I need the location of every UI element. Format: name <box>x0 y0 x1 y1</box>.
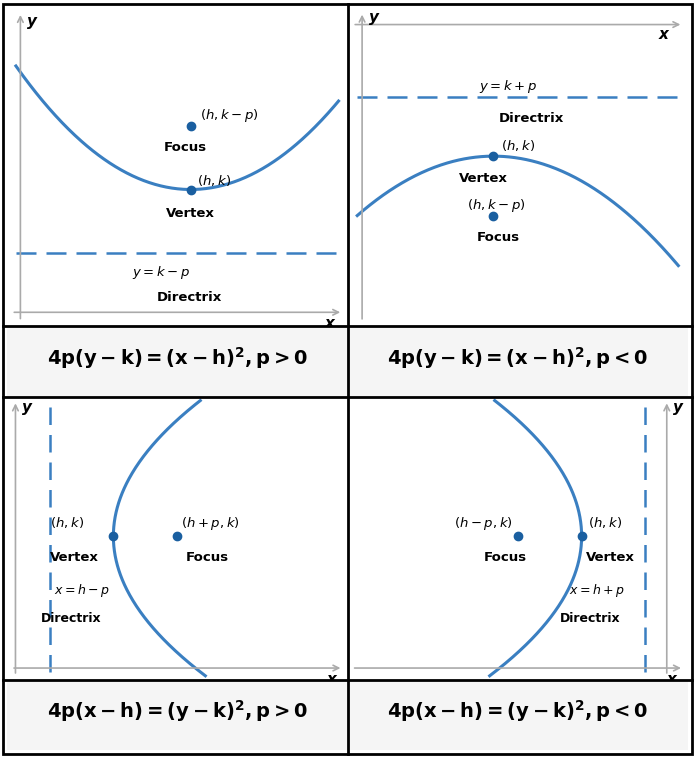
Text: $\mathbf{4p(x-h)=(y-k)^2,p>0}$: $\mathbf{4p(x-h)=(y-k)^2,p>0}$ <box>47 699 308 725</box>
Text: $(h, k)$: $(h, k)$ <box>197 173 231 188</box>
Text: x: x <box>325 316 335 331</box>
Text: Directrix: Directrix <box>157 291 222 304</box>
Text: $y = k-p$: $y = k-p$ <box>133 264 190 281</box>
Text: Vertex: Vertex <box>459 171 508 185</box>
Text: y: y <box>27 14 37 29</box>
Text: Focus: Focus <box>186 551 229 565</box>
Text: y: y <box>22 400 32 415</box>
Text: Focus: Focus <box>484 551 527 565</box>
Text: $(h, k)$: $(h, k)$ <box>588 515 622 530</box>
Text: $x = h-p$: $x = h-p$ <box>54 582 110 600</box>
Text: $(h, k-p)$: $(h, k-p)$ <box>466 197 525 215</box>
Text: Vertex: Vertex <box>49 551 99 565</box>
Text: x: x <box>659 27 669 42</box>
Text: $\mathbf{4p(y-k)=(x-h)^2,p>0}$: $\mathbf{4p(y-k)=(x-h)^2,p>0}$ <box>47 345 308 371</box>
Text: $(h, k)$: $(h, k)$ <box>500 138 534 153</box>
Text: $(h+p, k)$: $(h+p, k)$ <box>181 515 240 531</box>
Text: $y = k+p$: $y = k+p$ <box>479 78 537 96</box>
Text: Vertex: Vertex <box>586 551 635 565</box>
Text: y: y <box>370 11 379 26</box>
Text: $\mathbf{4p(y-k)=(x-h)^2,p<0}$: $\mathbf{4p(y-k)=(x-h)^2,p<0}$ <box>387 345 648 371</box>
Text: Vertex: Vertex <box>166 207 215 220</box>
Text: y: y <box>673 400 683 415</box>
Text: $(h-p, k)$: $(h-p, k)$ <box>454 515 513 531</box>
Text: Directrix: Directrix <box>41 612 101 625</box>
Text: $(h, k-p)$: $(h, k-p)$ <box>199 107 259 124</box>
Text: Directrix: Directrix <box>560 612 621 625</box>
Text: $(h, k)$: $(h, k)$ <box>49 515 83 530</box>
Text: x: x <box>326 672 336 687</box>
Text: x: x <box>667 672 677 687</box>
Text: Focus: Focus <box>164 141 207 154</box>
Text: Directrix: Directrix <box>498 112 564 125</box>
Text: $x = h+p$: $x = h+p$ <box>569 582 625 600</box>
Text: $\mathbf{4p(x-h)=(y-k)^2,p<0}$: $\mathbf{4p(x-h)=(y-k)^2,p<0}$ <box>387 699 648 725</box>
Text: Focus: Focus <box>477 231 520 244</box>
